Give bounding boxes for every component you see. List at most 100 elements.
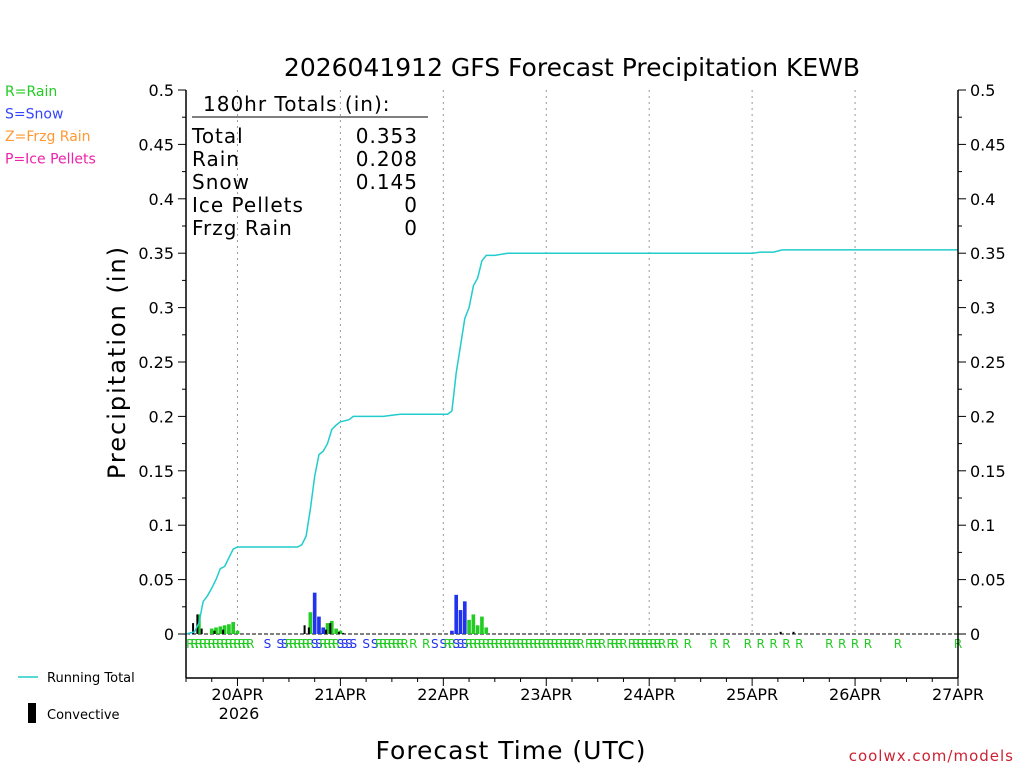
y-tick-labels-right: 0 0.05 0.1 0.15 0.2 0.25 0.3 0.35 0.4 0.45 0.5 <box>958 81 1006 644</box>
y-tick-label-left: 0.4 <box>149 190 174 209</box>
totals-row-value: 0.353 <box>356 124 418 148</box>
snow-bar <box>317 616 321 634</box>
rain-bar <box>214 627 218 634</box>
convective-bar <box>325 629 328 634</box>
precip-type-marker: R <box>585 637 593 651</box>
totals-row-value: 0 <box>404 193 418 217</box>
precip-type-marker: R <box>306 637 314 651</box>
precip-type-marker: R <box>285 637 293 651</box>
precip-type-marker: R <box>529 637 537 651</box>
convective-legend-swatch <box>28 703 36 723</box>
rain-bar <box>325 623 330 634</box>
precip-type-marker: R <box>658 637 666 651</box>
rain-bar <box>480 616 484 634</box>
y-tick-label-left: 0.2 <box>149 407 174 426</box>
precip-type-marker: R <box>559 637 567 651</box>
x-tick-label: 20APR <box>211 685 263 704</box>
x-tick-label: 22APR <box>417 685 469 704</box>
x-tick-label: 23APR <box>520 685 572 704</box>
rain-bar <box>235 630 240 634</box>
precip-type-marker: R <box>757 637 765 651</box>
precip-type-marker: R <box>396 637 404 651</box>
precip-type-marker: R <box>473 637 481 651</box>
convective-bar <box>196 614 199 634</box>
precip-type-marker: R <box>388 637 396 651</box>
y-tick-label-right: 0 <box>970 625 980 644</box>
convective-bar <box>329 623 332 634</box>
convective-bars <box>192 614 795 634</box>
precip-type-marker: S <box>341 637 349 651</box>
precip-type-marker: R <box>332 637 340 651</box>
snow-bar <box>454 594 459 634</box>
snow-bar <box>321 627 326 634</box>
totals-header: 180hr Totals (in): <box>203 92 391 116</box>
precip-type-marker: R <box>636 637 644 651</box>
totals-row-value: 0.208 <box>356 147 418 171</box>
y-tick-label-right: 0.5 <box>970 81 995 100</box>
y-tick-label-left: 0 <box>164 625 174 644</box>
year-label: 2026 <box>219 704 260 723</box>
precip-type-marker: R <box>216 637 224 651</box>
precip-type-marker: S <box>371 637 379 651</box>
precip-type-marker: R <box>615 637 623 651</box>
precip-type-marker: R <box>242 637 250 651</box>
rain-bar <box>222 625 227 634</box>
x-tick-label: 21APR <box>314 685 366 704</box>
precip-type-marker: R <box>894 637 902 651</box>
precip-type-marker: R <box>199 637 207 651</box>
precip-type-marker: R <box>542 637 550 651</box>
snow-bar <box>450 630 454 634</box>
precip-type-marker: R <box>516 637 524 651</box>
precip-type-marker: R <box>606 637 614 651</box>
precip-type-marker: R <box>564 637 572 651</box>
precip-type-marker: R <box>186 637 194 651</box>
precip-type-marker: R <box>422 637 430 651</box>
convective-bar <box>792 631 795 634</box>
precip-type-marker: S <box>345 637 353 651</box>
precip-type-marker: S <box>264 637 272 651</box>
y-tick-label-left: 0.45 <box>138 135 174 154</box>
x-tick-label: 25APR <box>726 685 778 704</box>
precip-type-marker: R <box>375 637 383 651</box>
rain-bar <box>218 626 223 634</box>
precip-type-marker: R <box>598 637 606 651</box>
snow-bar <box>462 601 467 634</box>
precip-type-marker: R <box>195 637 203 651</box>
rain-bar <box>329 620 334 634</box>
precip-bars <box>197 592 489 634</box>
precip-type-marker: R <box>238 637 246 651</box>
precip-type-marker: R <box>769 637 777 651</box>
y-tick-label-left: 0.25 <box>138 353 174 372</box>
precip-type-marker: R <box>289 637 297 651</box>
precip-type-marker: R <box>486 637 494 651</box>
rain-bar <box>471 614 476 634</box>
precip-type-legend-entry: P=Ice Pellets <box>5 152 96 168</box>
precip-type-marker: R <box>212 637 220 651</box>
precip-type-marker: R <box>671 637 679 651</box>
y-tick-label-left: 0.15 <box>138 462 174 481</box>
snow-bar <box>458 610 463 634</box>
y-tick-label-right: 0.05 <box>970 571 1006 590</box>
precip-type-marker: R <box>744 637 752 651</box>
running-total-series <box>185 249 958 635</box>
precip-type-marker: R <box>594 637 602 651</box>
precip-type-marker: R <box>229 637 237 651</box>
convective-bar <box>192 623 195 634</box>
precip-type-marker: R <box>469 637 477 651</box>
plot-frame <box>185 90 959 679</box>
x-tick-label: 26APR <box>829 685 881 704</box>
precip-type-marker: R <box>491 637 499 651</box>
precip-type-marker: S <box>349 637 357 651</box>
precip-type-legend: R=Rain S=Snow Z=Frzg Rain P=Ice Pellets <box>5 84 96 168</box>
y-tick-label-left: 0.05 <box>138 571 174 590</box>
rain-bar <box>338 630 343 634</box>
y-tick-label-right: 0.4 <box>970 190 995 209</box>
x-axis-label: Forecast Time (UTC) <box>376 736 647 765</box>
precip-type-marker: R <box>302 637 310 651</box>
series-legend: Running Total Convective <box>18 671 135 723</box>
precip-type-marker: R <box>795 637 803 651</box>
totals-row-label: Ice Pellets <box>192 193 304 217</box>
precip-type-marker: R <box>589 637 597 651</box>
precip-type-marker: R <box>293 637 301 651</box>
